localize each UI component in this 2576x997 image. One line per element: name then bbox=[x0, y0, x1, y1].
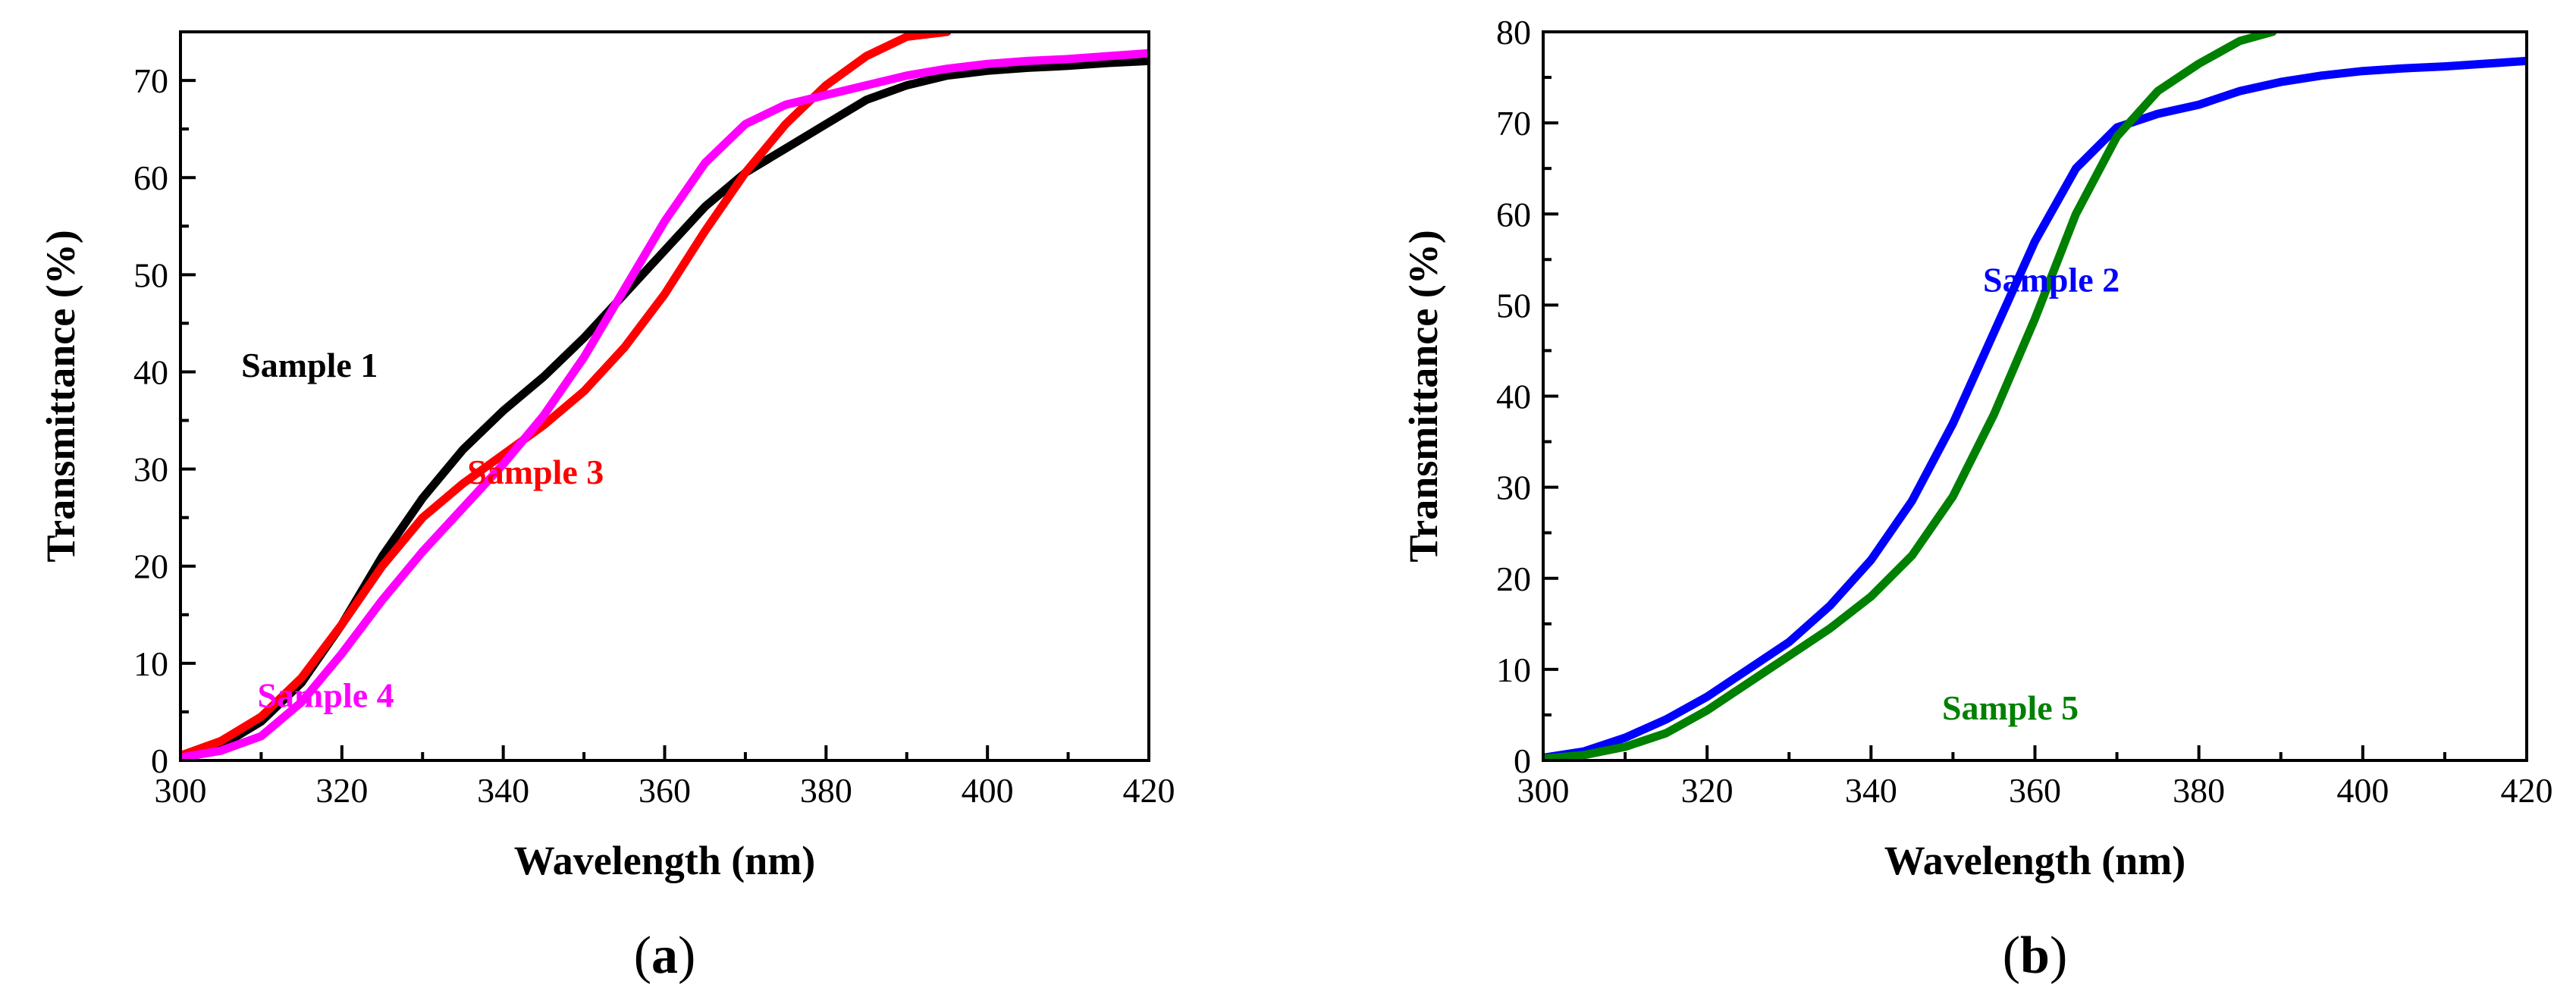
y-tick-label: 30 bbox=[1496, 469, 1531, 507]
y-tick-label: 70 bbox=[1496, 104, 1531, 143]
series-line-sample-5 bbox=[1543, 32, 2277, 760]
x-tick-label: 320 bbox=[315, 771, 368, 810]
x-tick-label: 340 bbox=[477, 771, 529, 810]
x-tick-label: 300 bbox=[1517, 771, 1570, 810]
x-tick-label: 360 bbox=[639, 771, 691, 810]
series-label-sample-5: Sample 5 bbox=[1942, 688, 2079, 727]
x-tick-label: 380 bbox=[800, 771, 852, 810]
series-label-sample-2: Sample 2 bbox=[1983, 260, 2119, 299]
panel-b-chart: 300 320 340 360 380 400 420 0 10 20 30 40 50 60 70 80 Wa… bbox=[1401, 13, 2553, 985]
y-tick-label: 0 bbox=[1514, 741, 1531, 780]
y-tick-label: 80 bbox=[1496, 13, 1531, 52]
y-tick-label: 30 bbox=[133, 450, 168, 489]
y-tick-label: 60 bbox=[133, 158, 168, 197]
y-tick-label: 10 bbox=[1496, 651, 1531, 689]
panel-label: (b) bbox=[2003, 926, 2068, 985]
x-axis-title: Wavelength (nm) bbox=[514, 838, 816, 883]
x-tick-label: 400 bbox=[2336, 771, 2389, 810]
y-tick-label: 10 bbox=[133, 644, 168, 683]
series-line-sample-2 bbox=[1543, 56, 2527, 760]
y-tick-label: 50 bbox=[133, 256, 168, 294]
x-tick-label: 420 bbox=[1123, 771, 1175, 810]
x-axis-title: Wavelength (nm) bbox=[1884, 838, 2186, 883]
series-line-sample-3 bbox=[180, 32, 952, 760]
y-axis-title: Transmittance (%) bbox=[38, 230, 83, 562]
x-tick-label: 360 bbox=[2009, 771, 2061, 810]
x-tick-label: 300 bbox=[155, 771, 207, 810]
x-tick-label: 420 bbox=[2501, 771, 2553, 810]
y-tick-label: 40 bbox=[133, 353, 168, 391]
y-axis-title: Transmittance (%) bbox=[1401, 230, 1446, 562]
y-tick-label: 20 bbox=[1496, 560, 1531, 598]
plot-frame bbox=[1542, 30, 2528, 762]
x-tick-label: 320 bbox=[1681, 771, 1734, 810]
panel-a-chart: 300 320 340 360 380 400 420 0 10 20 30 40 50 60 70 Wave… bbox=[38, 30, 1175, 985]
series-label-sample-1: Sample 1 bbox=[241, 346, 378, 384]
y-tick-label: 70 bbox=[133, 61, 168, 100]
x-tick-label: 380 bbox=[2173, 771, 2225, 810]
series-label-sample-4: Sample 4 bbox=[257, 676, 394, 715]
series-label-sample-3: Sample 3 bbox=[467, 453, 604, 491]
y-tick-label: 0 bbox=[151, 741, 168, 780]
y-tick-label: 20 bbox=[133, 547, 168, 586]
x-tick-label: 400 bbox=[962, 771, 1014, 810]
series-line-sample-4 bbox=[180, 49, 1149, 760]
panel-label: (a) bbox=[634, 926, 696, 985]
x-tick-label: 340 bbox=[1845, 771, 1897, 810]
y-tick-label: 60 bbox=[1496, 195, 1531, 234]
y-tick-label: 50 bbox=[1496, 286, 1531, 324]
y-tick-label: 40 bbox=[1496, 378, 1531, 416]
